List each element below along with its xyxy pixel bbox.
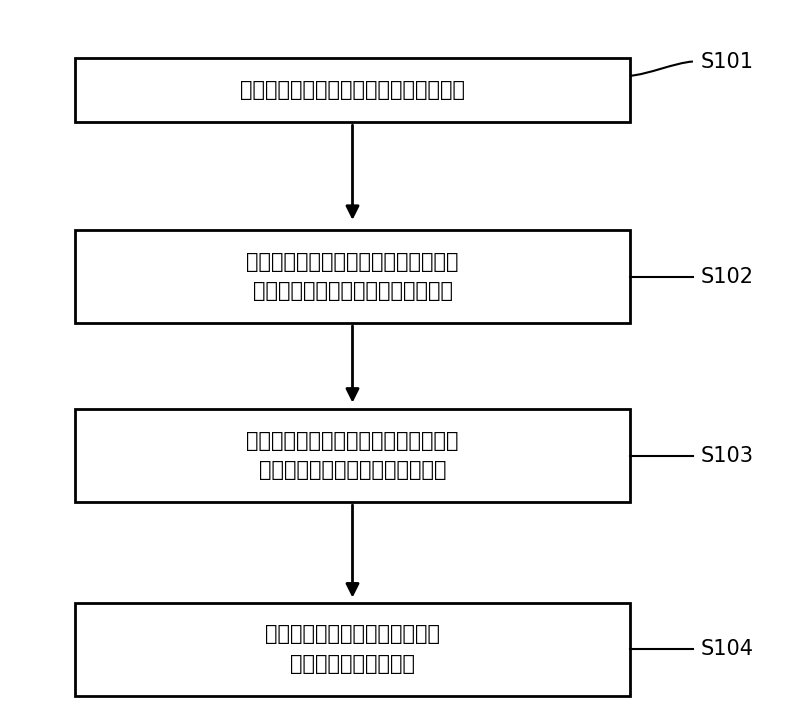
Text: 对颜色空间进行量化得到一组代表性色彩: 对颜色空间进行量化得到一组代表性色彩	[240, 80, 465, 100]
FancyBboxPatch shape	[75, 602, 630, 696]
Text: 计算所述代表性色彩对应的颜色在输入
图像中的出现频率，组成一个直方图: 计算所述代表性色彩对应的颜色在输入 图像中的出现频率，组成一个直方图	[246, 252, 458, 302]
FancyBboxPatch shape	[75, 409, 630, 502]
Text: 对于每一个代表性色彩，将其显
著性值赋予对应的像素: 对于每一个代表性色彩，将其显 著性值赋予对应的像素	[265, 624, 440, 674]
FancyBboxPatch shape	[75, 58, 630, 123]
Text: 根据每个代表性色彩与其它代表性色彩
的差异计算代表性色彩的显著性值: 根据每个代表性色彩与其它代表性色彩 的差异计算代表性色彩的显著性值	[246, 431, 458, 481]
Text: S104: S104	[701, 639, 754, 659]
Text: S102: S102	[701, 267, 754, 286]
FancyBboxPatch shape	[75, 230, 630, 323]
Text: S103: S103	[701, 446, 754, 465]
Text: S101: S101	[701, 51, 754, 72]
